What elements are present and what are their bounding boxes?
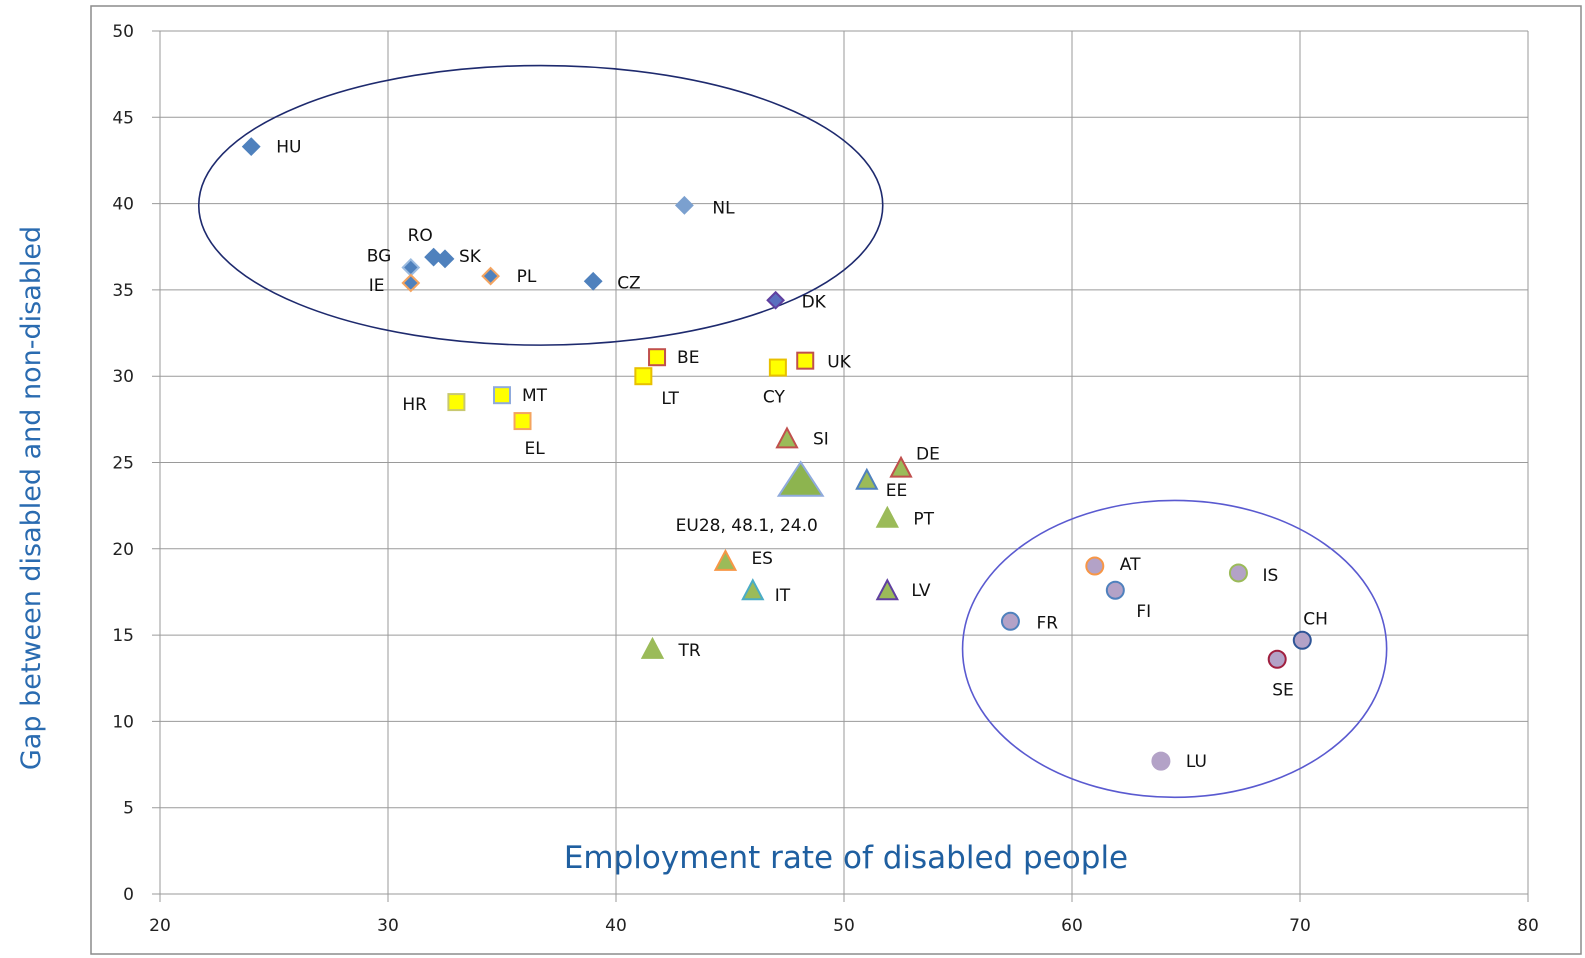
point-label-fr: FR (1036, 613, 1058, 633)
point-si (775, 426, 799, 449)
point-label-at: AT (1120, 555, 1141, 575)
point-label-sk: SK (459, 247, 482, 267)
point-labels: HU NL BG RO SK IE PL CZ DK BE UK LT CY HR MT EL SI DE EU28… (276, 138, 1328, 772)
point-eu28 (776, 460, 825, 497)
point-label-dk: DK (802, 292, 827, 312)
y-tick-label: 35 (112, 281, 134, 301)
point-label-ee: EE (886, 481, 907, 501)
point-es (713, 548, 738, 571)
x-tick-label: 30 (377, 916, 399, 936)
point-lu (1151, 751, 1171, 771)
y-tick-label: 0 (123, 885, 134, 905)
point-cy (768, 358, 787, 377)
x-tick-label: 50 (833, 916, 855, 936)
point-sk (435, 249, 455, 269)
x-axis-title: Employment rate of disabled people (564, 840, 1128, 876)
y-tick-label: 5 (123, 799, 134, 819)
point-tr (640, 636, 665, 659)
y-tick-label: 25 (112, 454, 134, 474)
point-label-lt: LT (661, 389, 679, 409)
point-is (1228, 563, 1248, 583)
point-label-ch: CH (1303, 609, 1328, 629)
point-mt (493, 386, 511, 405)
point-it (741, 578, 765, 601)
point-fr (1000, 611, 1020, 631)
point-label-hu: HU (276, 138, 301, 158)
point-pl (481, 266, 501, 286)
point-label-cz: CZ (617, 273, 641, 293)
point-fi (1105, 580, 1125, 600)
point-label-mt: MT (522, 386, 548, 406)
point-label-se: SE (1272, 680, 1294, 700)
gridlines (152, 30, 1529, 902)
point-label-ro: RO (408, 226, 433, 246)
point-se (1267, 649, 1287, 669)
y-tick-label: 30 (112, 367, 134, 387)
chart-frame (90, 5, 1582, 955)
x-tick-label: 40 (605, 916, 627, 936)
point-label-pt: PT (913, 510, 934, 530)
x-tick-label: 60 (1061, 916, 1083, 936)
point-label-it: IT (775, 586, 791, 606)
data-points (241, 137, 1312, 771)
y-tick-label: 40 (112, 195, 134, 215)
point-label-lu: LU (1186, 752, 1207, 772)
x-axis-ticks: 20 30 40 50 60 70 80 (149, 916, 1539, 936)
point-cz (583, 271, 603, 291)
point-dk (766, 290, 786, 310)
point-hr (447, 393, 466, 412)
point-label-si: SI (813, 429, 829, 449)
point-lt (634, 367, 653, 386)
point-label-ie: IE (369, 276, 385, 296)
point-label-es: ES (751, 549, 773, 569)
point-label-el: EL (525, 439, 546, 459)
y-axis-ticks: 0 5 10 15 20 25 30 35 40 45 50 (112, 22, 134, 905)
point-at (1085, 556, 1105, 576)
point-label-lv: LV (911, 581, 931, 601)
point-ch (1292, 630, 1312, 650)
y-tick-label: 45 (112, 108, 134, 128)
point-uk (796, 351, 815, 370)
point-el (513, 412, 532, 431)
point-ie (401, 273, 421, 293)
point-de (889, 455, 913, 478)
point-label-cy: CY (763, 388, 786, 408)
point-ee (855, 467, 879, 490)
point-lv (875, 578, 899, 601)
point-label-de: DE (916, 445, 940, 465)
highlight-ellipse-1 (197, 64, 884, 346)
point-be (648, 348, 667, 367)
y-tick-label: 20 (112, 540, 134, 560)
x-tick-label: 20 (149, 916, 171, 936)
y-axis-title: Gap between disabled and non-disabled (16, 226, 47, 770)
point-nl (674, 195, 694, 215)
point-label-eu28: EU28, 48.1, 24.0 (676, 516, 818, 536)
point-label-bg: BG (367, 246, 392, 266)
point-label-pl: PL (517, 267, 537, 287)
x-tick-label: 70 (1289, 916, 1311, 936)
point-label-be: BE (677, 348, 699, 368)
point-label-is: IS (1262, 566, 1278, 586)
y-tick-label: 10 (112, 712, 134, 732)
point-label-fi: FI (1136, 602, 1151, 622)
point-label-uk: UK (827, 353, 851, 373)
point-label-hr: HR (402, 395, 427, 415)
y-tick-label: 15 (112, 626, 134, 646)
x-tick-label: 80 (1517, 916, 1539, 936)
point-hu (241, 137, 261, 157)
point-label-nl: NL (712, 198, 735, 218)
y-tick-label: 50 (112, 22, 134, 42)
highlight-ellipses (197, 64, 1388, 799)
highlight-ellipse-2 (961, 499, 1388, 799)
point-ro (424, 247, 444, 267)
point-label-tr: TR (677, 641, 700, 661)
point-pt (875, 505, 899, 528)
